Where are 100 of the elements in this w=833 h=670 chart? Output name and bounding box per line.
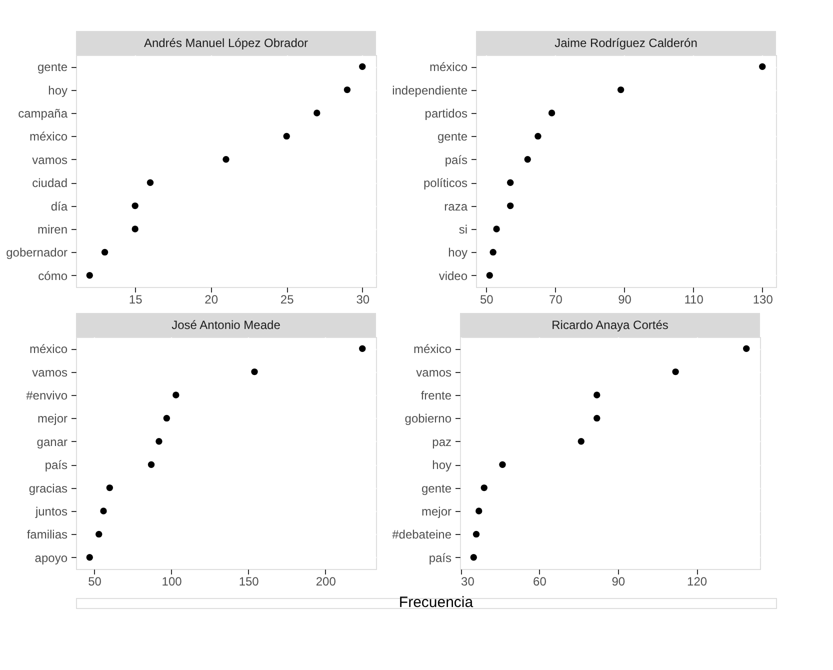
point [251,368,258,376]
y-tick-label: gente [421,481,452,496]
x-tick-label: 130 [752,292,774,306]
point [359,63,366,70]
x-tick-label: 70 [549,292,563,306]
y-tick-label: gente [437,130,468,144]
x-tick-label: 120 [687,574,708,588]
y-tick-label: vamos [32,365,68,380]
chart-title: Ricardo Anaya Cortés [552,318,668,332]
point [743,345,750,352]
y-tick-label: apoyo [34,550,68,565]
y-tick-label: paz [432,434,452,449]
point [172,392,180,398]
chart-title: José Antonio Meade [172,318,281,332]
y-tick-label: partidos [424,106,468,120]
point [156,438,162,445]
point [548,110,556,116]
point [534,132,542,140]
y-tick-label: país [444,152,468,167]
point [283,132,290,140]
y-tick-label: si [458,222,468,236]
point [499,461,506,468]
y-tick-label: gracias [28,481,68,496]
y-tick-label: méxico [29,130,68,144]
y-tick-label: méxico [413,342,452,356]
y-tick-label: gobernador [6,246,68,260]
y-tick-label: raza [444,199,468,214]
point [493,226,500,232]
point [506,179,514,186]
y-tick-label: campaña [18,106,68,120]
chart-title: Jaime Rodríguez Calderón [554,36,698,50]
point [101,248,108,256]
point [472,530,480,538]
x-tick-label: 90 [612,574,626,588]
y-tick-label: políticos [423,176,468,190]
point [132,202,138,210]
x-tick-label: 60 [533,574,547,588]
x-tick-label: 100 [162,574,182,588]
y-tick-label: vamos [32,152,68,167]
y-tick-label: miren [37,222,68,236]
point [359,345,366,352]
chart-title: Andrés Manuel López Obrador [144,36,308,50]
point [100,508,107,514]
y-tick-label: méxico [429,60,468,74]
point [96,530,102,538]
y-tick-label: juntos [34,504,68,518]
point [617,86,624,94]
point [594,414,600,422]
y-tick-label: #envivo [26,388,68,402]
y-tick-label: hoy [48,83,68,98]
x-tick-label: 90 [618,292,632,306]
y-tick-label: ganar [36,434,68,449]
point [506,202,514,210]
point [132,226,138,232]
point [86,272,93,279]
x-tick-label: 25 [280,292,294,306]
point [578,438,585,445]
point [222,156,230,163]
x-tick-label: 30 [356,292,370,306]
x-tick-label: 50 [88,574,102,588]
y-tick-label: gente [37,60,68,74]
y-tick-label: gobierno [404,412,452,426]
y-tick-label: día [50,199,68,214]
point [146,179,154,186]
y-tick-label: familias [26,528,68,542]
point [486,272,493,279]
x-tick-label: 15 [128,292,143,306]
y-tick-label: país [44,458,68,472]
point [672,368,679,376]
x-tick-label: 150 [238,574,260,588]
y-tick-label: hoy [432,458,452,472]
y-tick-label: ciudad [32,176,68,190]
point [524,156,531,163]
y-tick-label: video [438,268,468,283]
x-tick-label: 20 [204,292,218,306]
point [759,63,766,70]
point [594,392,600,398]
y-tick-label: independiente [392,83,468,98]
y-tick-label: mejor [421,504,452,518]
point [470,554,477,561]
y-tick-label: frente [420,388,452,402]
y-tick-label: méxico [29,342,68,356]
point [480,484,488,492]
y-tick-label: cómo [38,268,68,283]
y-tick-label: vamos [416,365,452,380]
point [163,414,170,422]
point [314,110,320,116]
y-tick-label: #debateine [392,528,452,542]
y-tick-label: país [428,550,452,565]
point [86,554,93,561]
point [490,248,496,256]
x-tick-label: 50 [480,292,494,306]
point [344,86,351,94]
x-tick-label: 110 [684,292,704,306]
x-tick-label: 200 [316,574,336,588]
x-tick-label: 30 [461,574,475,588]
y-tick-label: hoy [448,246,468,260]
point [476,508,482,514]
point [148,461,155,468]
x-axis-title: Frecuencia [398,594,474,611]
